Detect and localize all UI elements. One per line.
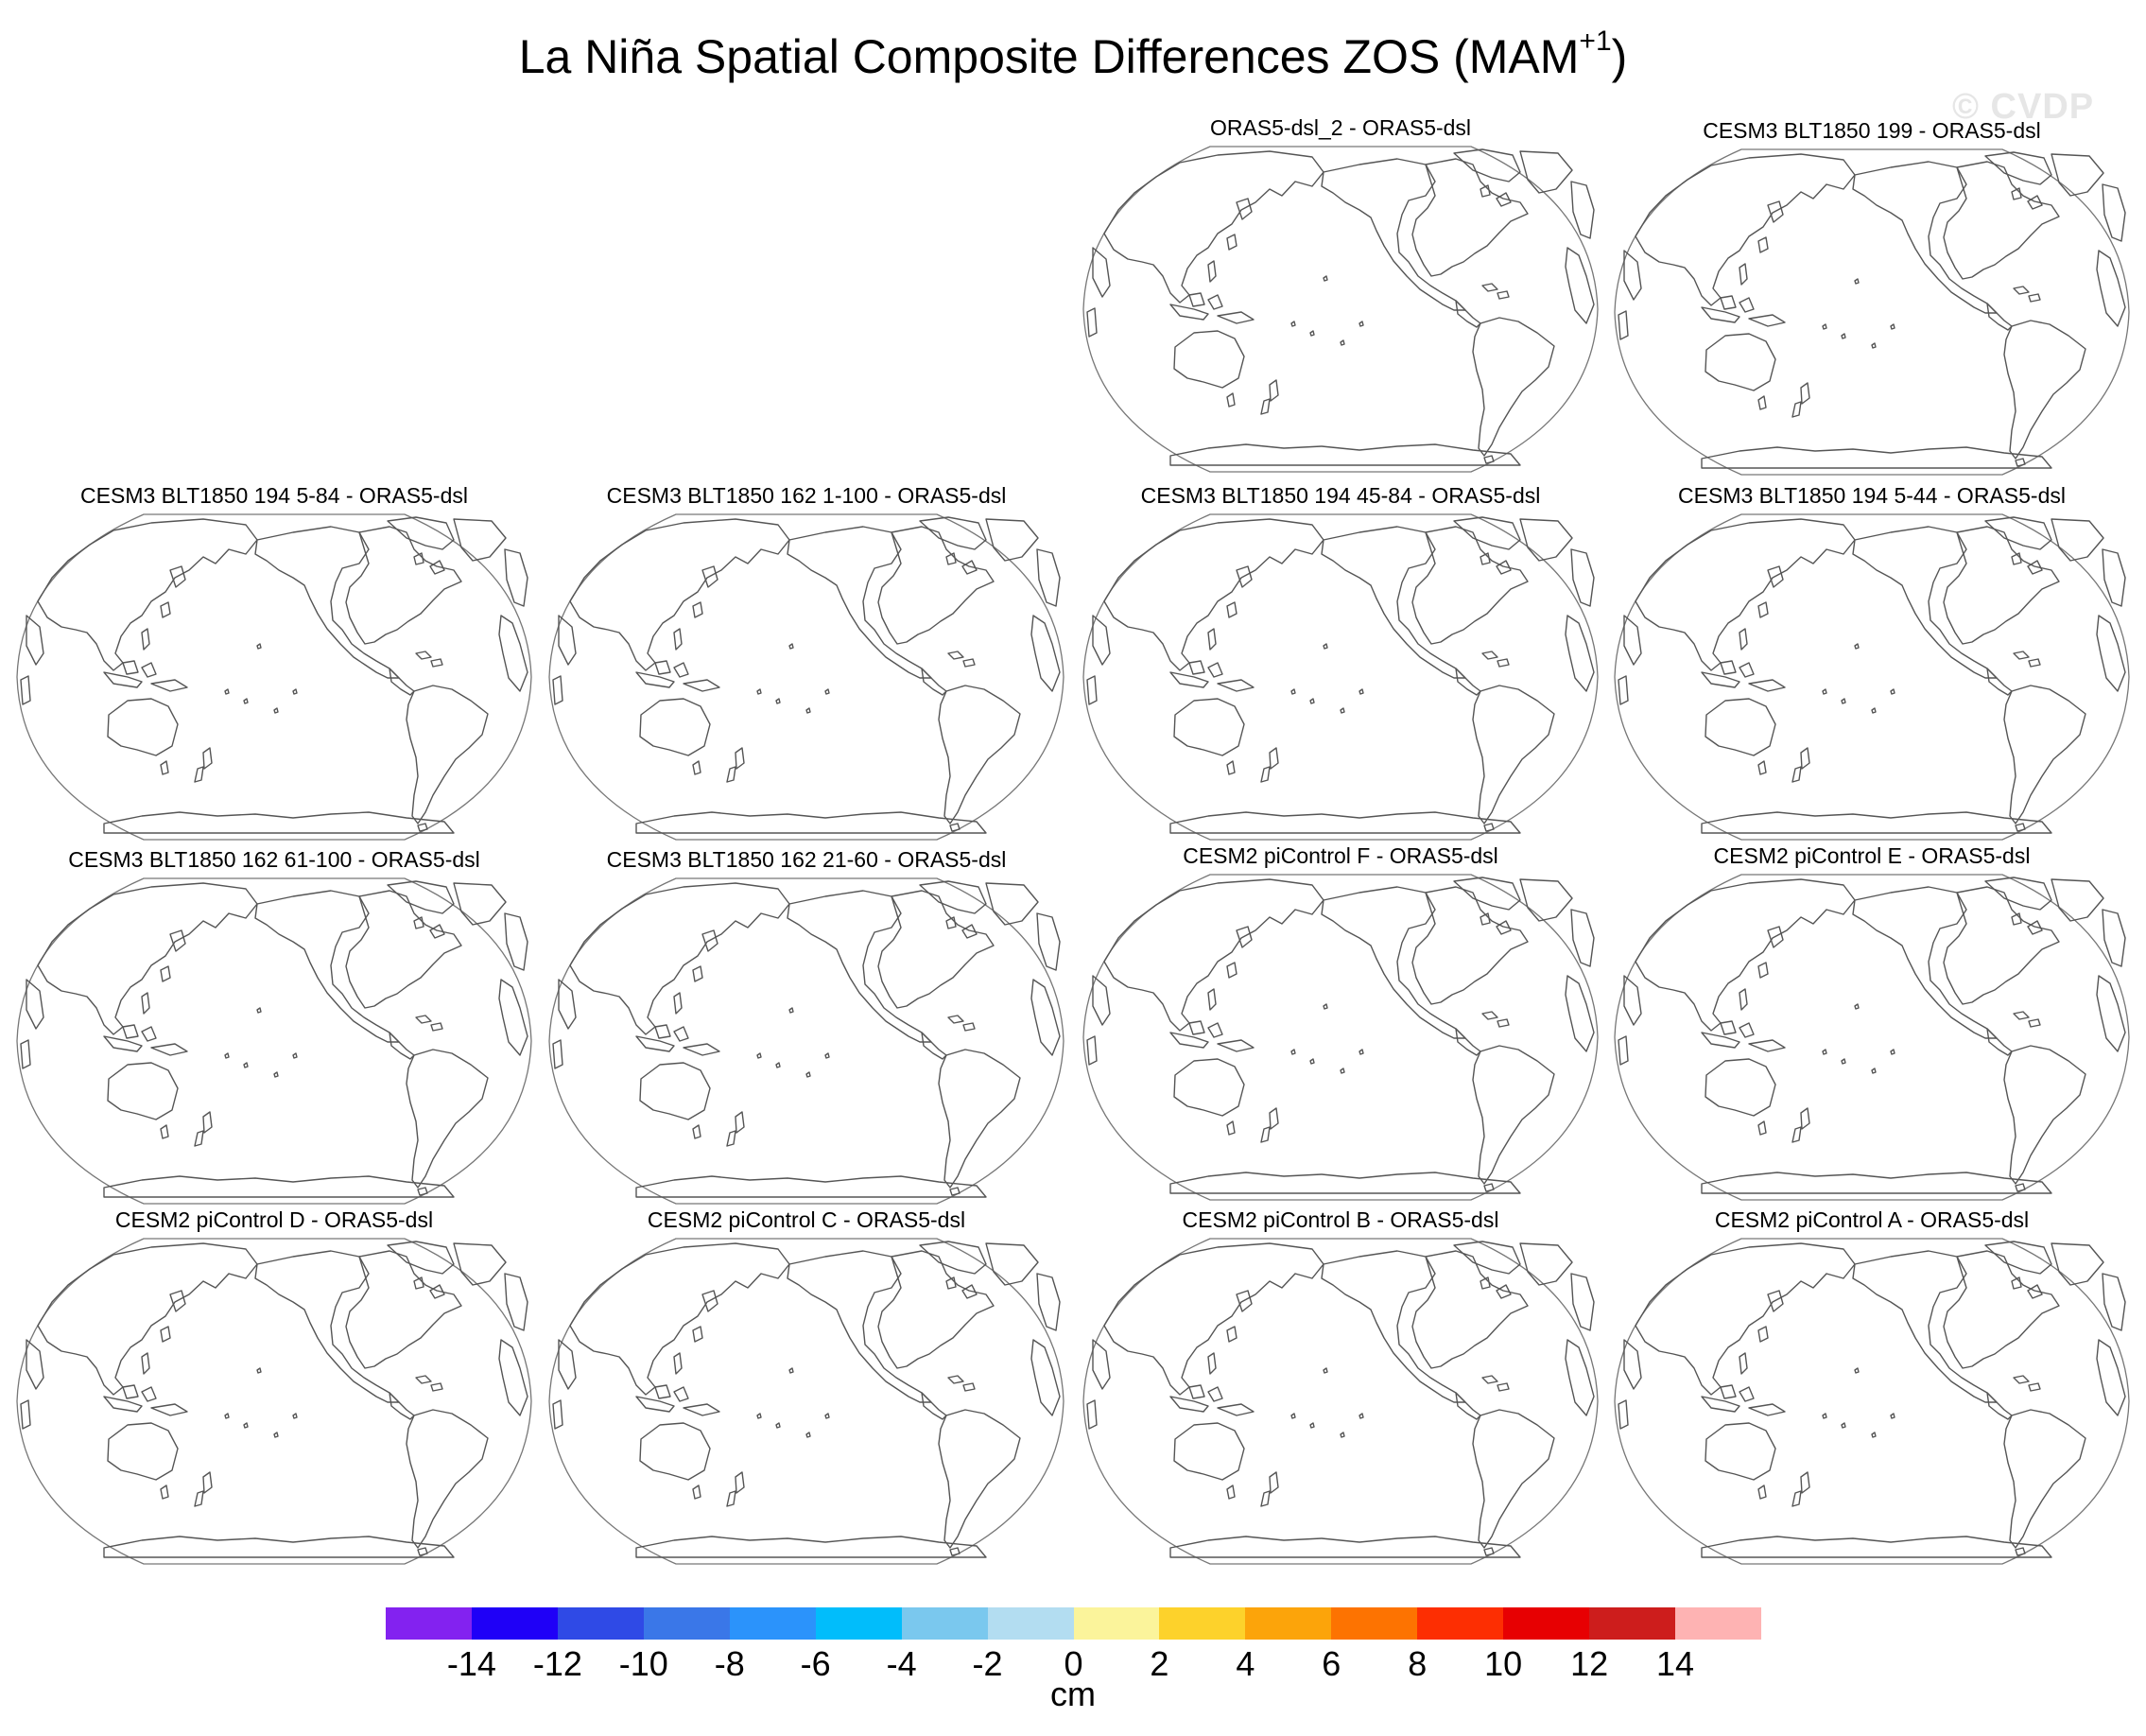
colorbar-swatch [386, 1607, 472, 1640]
world-map [16, 877, 532, 1205]
colorbar-tick-label: -6 [800, 1644, 831, 1683]
world-map [1614, 1238, 2130, 1565]
colorbar-swatch [1331, 1607, 1418, 1640]
colorbar-swatch [987, 1607, 1074, 1640]
figure-title-superscript: +1 [1579, 26, 1612, 57]
figure-title-main: La Niña Spatial Composite Differences ZO… [518, 30, 1580, 83]
colorbar-swatch [1675, 1607, 1762, 1640]
colorbar-tick-label: 8 [1408, 1644, 1428, 1683]
map-panel: CESM3 BLT1850 199 - ORAS5-dsl [1607, 116, 2137, 480]
panel-title: CESM2 piControl E - ORAS5-dsl [1713, 843, 2031, 868]
panel-title: CESM3 BLT1850 162 1-100 - ORAS5-dsl [606, 483, 1007, 508]
map-panel: CESM2 piControl B - ORAS5-dsl [1076, 1206, 1605, 1570]
colorbar-swatch [1073, 1607, 1160, 1640]
world-map [1614, 513, 2130, 841]
colorbar-tick-label: 10 [1484, 1644, 1523, 1683]
world-map [548, 1238, 1064, 1565]
colorbar-tick-label: -12 [532, 1644, 582, 1683]
world-map [1614, 148, 2130, 476]
colorbar-units: cm [1050, 1675, 1096, 1713]
colorbar-swatch [557, 1607, 644, 1640]
colorbar-tick-label: 6 [1322, 1644, 1341, 1683]
colorbar-swatch [729, 1607, 816, 1640]
world-map [1082, 874, 1599, 1201]
colorbar-swatch [471, 1607, 558, 1640]
map-panel: CESM2 piControl A - ORAS5-dsl [1607, 1206, 2137, 1570]
world-map [1614, 874, 2130, 1201]
map-panel: CESM2 piControl D - ORAS5-dsl [9, 1206, 539, 1570]
panel-title: CESM3 BLT1850 194 5-84 - ORAS5-dsl [80, 483, 468, 508]
panel-title: CESM2 piControl B - ORAS5-dsl [1182, 1207, 1499, 1232]
colorbar-tick-label: -14 [446, 1644, 496, 1683]
colorbar-swatch [901, 1607, 988, 1640]
colorbar-swatch [643, 1607, 730, 1640]
world-map [548, 513, 1064, 841]
panel-title: CESM3 BLT1850 162 21-60 - ORAS5-dsl [606, 847, 1007, 872]
world-map [1082, 1238, 1599, 1565]
colorbar-tick-label: -2 [972, 1644, 1003, 1683]
colorbar-swatch [1245, 1607, 1332, 1640]
colorbar-tick-label: 0 [1064, 1644, 1083, 1683]
world-map [1082, 146, 1599, 473]
world-map [548, 877, 1064, 1205]
panel-title: CESM3 BLT1850 194 45-84 - ORAS5-dsl [1140, 483, 1541, 508]
colorbar-swatch [1503, 1607, 1590, 1640]
colorbar-tick-label: 4 [1236, 1644, 1255, 1683]
world-map [1082, 513, 1599, 841]
colorbar-swatch [1159, 1607, 1246, 1640]
colorbar-tick-label: -10 [618, 1644, 668, 1683]
panel-title: CESM3 BLT1850 194 5-44 - ORAS5-dsl [1678, 483, 2066, 508]
colorbar [386, 1607, 1762, 1640]
world-map [16, 513, 532, 841]
colorbar-tick-label: -8 [714, 1644, 745, 1683]
figure-title-end: ) [1611, 30, 1628, 83]
colorbar-tick-label: 2 [1150, 1644, 1169, 1683]
map-panel: CESM3 BLT1850 162 21-60 - ORAS5-dsl [542, 845, 1071, 1209]
colorbar-swatch [1417, 1607, 1504, 1640]
map-panel: CESM3 BLT1850 194 5-44 - ORAS5-dsl [1607, 481, 2137, 845]
panel-title: CESM2 piControl A - ORAS5-dsl [1714, 1207, 2030, 1232]
colorbar-swatch [815, 1607, 902, 1640]
panel-title: CESM2 piControl D - ORAS5-dsl [114, 1207, 434, 1232]
map-panel: CESM3 BLT1850 194 5-84 - ORAS5-dsl [9, 481, 539, 845]
map-panel: CESM3 BLT1850 194 45-84 - ORAS5-dsl [1076, 481, 1605, 845]
colorbar-tick-label: 14 [1656, 1644, 1695, 1683]
map-panel: CESM2 piControl F - ORAS5-dsl [1076, 842, 1605, 1206]
panel-title: CESM2 piControl C - ORAS5-dsl [647, 1207, 966, 1232]
panel-title: CESM3 BLT1850 162 61-100 - ORAS5-dsl [68, 847, 480, 872]
panel-title: CESM3 BLT1850 199 - ORAS5-dsl [1703, 118, 2041, 143]
colorbar-swatch [1589, 1607, 1676, 1640]
colorbar-tick-label: 12 [1570, 1644, 1609, 1683]
panel-title: ORAS5-dsl_2 - ORAS5-dsl [1209, 115, 1472, 140]
map-panel: CESM3 BLT1850 162 1-100 - ORAS5-dsl [542, 481, 1071, 845]
map-panel: ORAS5-dsl_2 - ORAS5-dsl [1076, 113, 1605, 477]
cvdp-watermark: © CVDP [1952, 87, 2095, 127]
map-panel: CESM2 piControl E - ORAS5-dsl [1607, 842, 2137, 1206]
colorbar-tick-label: -4 [886, 1644, 917, 1683]
figure-title: La Niña Spatial Composite Differences ZO… [0, 26, 2146, 87]
panel-title: CESM2 piControl F - ORAS5-dsl [1183, 843, 1498, 868]
map-panel: CESM2 piControl C - ORAS5-dsl [542, 1206, 1071, 1570]
map-panel: CESM3 BLT1850 162 61-100 - ORAS5-dsl [9, 845, 539, 1209]
world-map [16, 1238, 532, 1565]
